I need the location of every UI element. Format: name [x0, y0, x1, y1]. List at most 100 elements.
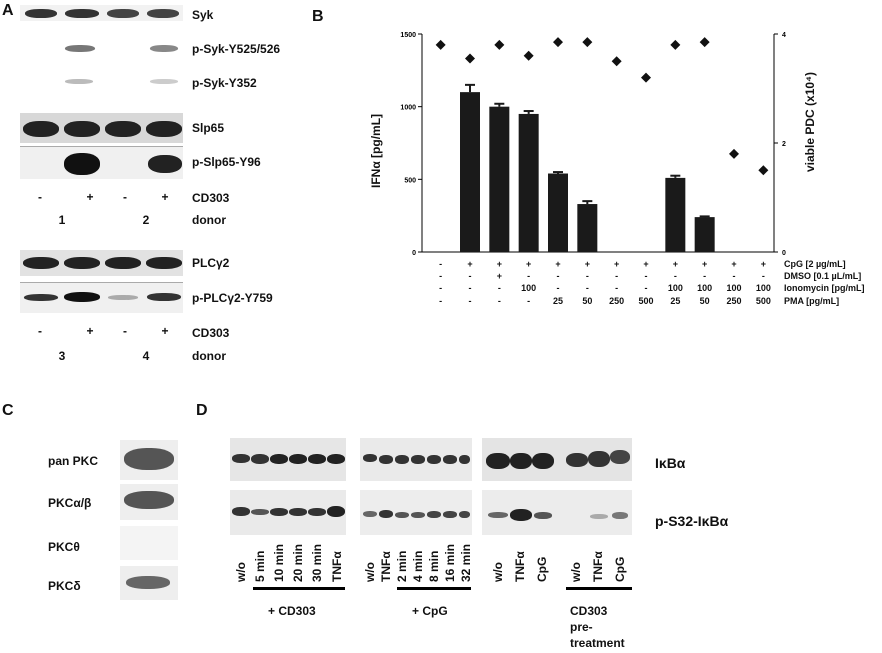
- label-donor-a: donor: [192, 213, 226, 227]
- band: [270, 454, 288, 464]
- band: [327, 454, 345, 464]
- band: [395, 455, 409, 464]
- sign-minus: -: [123, 190, 127, 204]
- bar: [694, 217, 715, 252]
- band: [65, 45, 95, 52]
- y2-axis-label: viable PDC (x10⁴): [803, 72, 817, 172]
- donor-4: 4: [142, 349, 150, 363]
- label-pre-cd303: CD303: [570, 604, 608, 618]
- band: [289, 508, 307, 516]
- label-plus-cd303: + CD303: [268, 604, 316, 618]
- band: [610, 450, 630, 464]
- lane-label: 5 min: [253, 550, 267, 582]
- treatment-cell: +: [555, 259, 561, 269]
- label-ikba: IκBα: [655, 455, 686, 471]
- label-slp65: Slp65: [192, 121, 225, 135]
- band: [486, 453, 510, 469]
- treatment-cell: -: [703, 271, 707, 281]
- band: [124, 448, 174, 470]
- band: [411, 512, 425, 518]
- treatment-cell: +: [496, 259, 502, 269]
- treatment-cell: +: [467, 259, 473, 269]
- viable-pdc-point: [758, 165, 769, 176]
- lane-label: 32 min: [459, 543, 473, 582]
- treatment-cell: +: [702, 259, 708, 269]
- label-p-slp65: p-Slp65-Y96: [192, 155, 261, 169]
- lane-label: TNFα: [591, 551, 605, 582]
- ikba-blot-1: [230, 438, 346, 481]
- y-tick-label: 500: [404, 177, 416, 184]
- panel-a-letter: A: [2, 2, 14, 19]
- band: [379, 455, 393, 464]
- label-p-syk-y352: p-Syk-Y352: [192, 76, 257, 90]
- band: [427, 511, 441, 518]
- group-line-cd303: [253, 587, 345, 590]
- plcg2-blot: [20, 250, 183, 276]
- treatment-cell: +: [584, 259, 590, 269]
- bar: [518, 113, 539, 252]
- p-plcg2-blot: [20, 282, 183, 313]
- treatment-cell: 25: [670, 296, 681, 306]
- treatment-row-label: CpG [2 µg/mL]: [784, 259, 846, 269]
- treatment-cell: +: [760, 259, 766, 269]
- band: [308, 454, 326, 464]
- label-plcg2: PLCγ2: [192, 256, 230, 270]
- sign-minus: -: [38, 324, 42, 338]
- lane-label: 20 min: [291, 543, 305, 582]
- band: [147, 293, 181, 301]
- band: [232, 507, 250, 516]
- band: [427, 455, 441, 464]
- treatment-cell: 100: [697, 283, 713, 293]
- label-p-plcg2: p-PLCγ2-Y759: [192, 291, 273, 305]
- treatment-cell: 500: [755, 296, 771, 306]
- band: [64, 292, 100, 302]
- band: [488, 512, 508, 518]
- treatment-cell: -: [615, 283, 619, 293]
- band: [232, 454, 250, 463]
- y-axis-label: IFNα [pg/mL]: [369, 113, 383, 188]
- panel-d-letter: D: [196, 402, 208, 419]
- pkc-blot: [120, 440, 178, 480]
- lane-label: w/o: [491, 562, 505, 582]
- treatment-cell: -: [497, 283, 501, 293]
- band: [532, 453, 554, 469]
- viable-pdc-point: [641, 72, 651, 83]
- label-donor-b: donor: [192, 349, 226, 363]
- band: [251, 509, 269, 515]
- viable-pdc-point: [670, 39, 681, 50]
- band: [590, 514, 608, 519]
- band: [105, 121, 141, 137]
- sign-plus: +: [161, 190, 169, 204]
- pkc-theta-blot: [120, 526, 178, 560]
- treatment-cell: +: [614, 259, 620, 269]
- viable-pdc-point: [553, 37, 563, 48]
- lane-label: CpG: [535, 556, 549, 582]
- treatment-cell: -: [468, 283, 472, 293]
- treatment-cell: 100: [755, 283, 771, 293]
- y2-tick-label: 0: [782, 250, 786, 257]
- treatment-cell: +: [526, 259, 532, 269]
- treatment-cell: -: [556, 283, 560, 293]
- band: [126, 576, 170, 589]
- label-pkc-ab: PKCα/β: [48, 496, 92, 510]
- band: [459, 455, 470, 464]
- lane-label: TNFα: [330, 551, 344, 582]
- band: [443, 455, 457, 464]
- band: [105, 257, 141, 269]
- treatment-cell: -: [439, 283, 443, 293]
- lane-label: 8 min: [427, 550, 441, 582]
- band: [23, 121, 59, 137]
- treatment-cell: 50: [582, 296, 593, 306]
- viable-pdc-point: [699, 37, 710, 48]
- treatment-row-label: Ionomycin [pg/mL]: [784, 283, 865, 293]
- treatment-cell: 100: [521, 283, 537, 293]
- band: [146, 257, 182, 269]
- band: [510, 509, 532, 521]
- band: [308, 508, 326, 516]
- label-cd303-b: CD303: [192, 326, 230, 340]
- band: [379, 510, 393, 518]
- lane-label: 4 min: [411, 550, 425, 582]
- p-ikba-blot-1: [230, 490, 346, 535]
- ikba-blot-3: [482, 438, 632, 481]
- band: [146, 121, 182, 137]
